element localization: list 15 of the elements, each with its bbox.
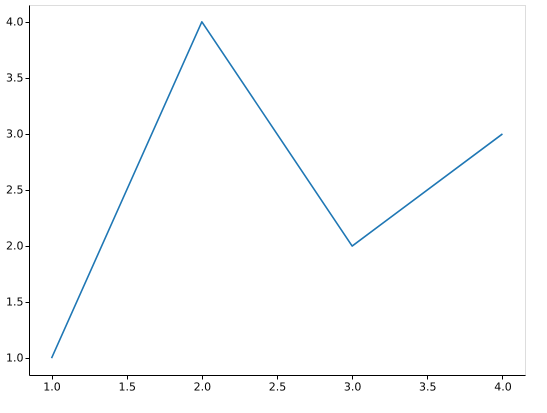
x-tick-label: 1.5: [118, 380, 136, 394]
y-tick-label: 3.0: [6, 127, 24, 140]
x-tick-label: 4.0: [494, 380, 512, 394]
y-tick-label: 1.0: [6, 352, 24, 365]
y-tick-label: 2.5: [6, 184, 24, 196]
x-tick-label: 3.0: [344, 380, 362, 394]
y-tick-label: 2.0: [6, 240, 24, 253]
y-tick-label: 1.5: [6, 296, 24, 309]
y-tick-label: 4.0: [6, 15, 24, 28]
x-tick-label: 2.0: [194, 380, 212, 394]
x-tick-label: 1.0: [43, 380, 61, 394]
y-tick-label: 3.5: [6, 71, 24, 84]
x-tick-label: 2.5: [268, 380, 286, 394]
x-tick-label: 3.5: [419, 380, 437, 394]
line-series: [50, 21, 504, 359]
